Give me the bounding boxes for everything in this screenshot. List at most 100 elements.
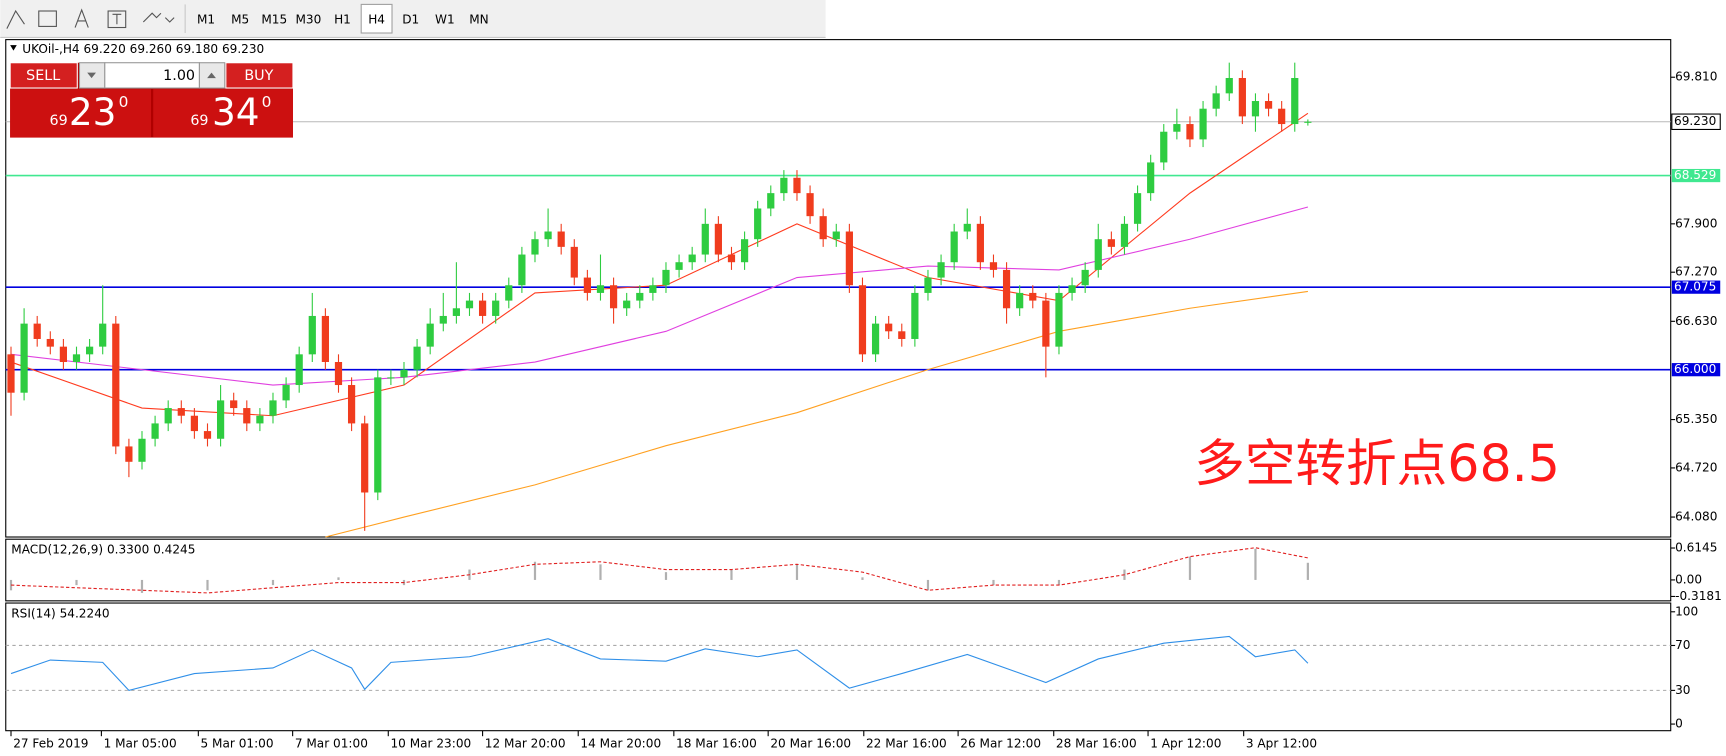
candle-body — [256, 415, 264, 424]
candle-body — [570, 246, 578, 278]
buy-price-prefix: 69 — [190, 113, 208, 129]
buy-price-big: 34 — [212, 90, 260, 134]
x-tick-label: 3 Apr 12:00 — [1246, 736, 1317, 750]
timeframe-button[interactable]: M1 — [197, 12, 215, 26]
candle-body — [832, 231, 840, 240]
active-timeframe[interactable] — [360, 3, 393, 34]
sell-price-box[interactable] — [10, 89, 152, 138]
candle-body — [321, 315, 329, 363]
candle-body — [544, 231, 552, 240]
candle-body — [1068, 285, 1076, 293]
candle-body — [596, 285, 605, 293]
macd-bar — [9, 579, 13, 591]
candle-body — [871, 323, 880, 355]
y-tick-label: -0.3181 — [1675, 589, 1722, 603]
macd-bar — [533, 561, 537, 580]
candle-body — [1133, 193, 1142, 224]
candle-body — [138, 438, 146, 462]
panel-frame — [5, 39, 1672, 538]
moving-average — [10, 206, 1309, 386]
timeframe-button[interactable]: M30 — [295, 12, 321, 26]
candle-body — [33, 323, 41, 339]
candle-body — [295, 354, 303, 386]
candle-body — [727, 254, 736, 263]
candle-body — [1081, 269, 1089, 286]
current-price-label: 69.230 — [1674, 114, 1716, 128]
x-tick-label: 12 Mar 20:00 — [485, 736, 566, 750]
candle-body — [452, 308, 460, 316]
candle-body — [1225, 77, 1233, 94]
candle-body — [976, 223, 984, 263]
candle-body — [557, 231, 565, 247]
lot-value[interactable]: 1.00 — [163, 68, 195, 84]
level-tag — [1671, 280, 1721, 294]
candle-body — [243, 408, 251, 424]
macd-bar — [1188, 556, 1192, 580]
lot-field[interactable] — [104, 62, 200, 89]
candle-body — [177, 408, 185, 416]
sell-label[interactable]: SELL — [26, 68, 60, 84]
icon-label-t — [112, 13, 122, 25]
candle-body — [609, 285, 618, 309]
buy-label[interactable]: BUY — [244, 68, 273, 84]
moving-average — [325, 290, 1308, 538]
indicator-title: MACD(12,26,9) 0.3300 0.4245 — [11, 543, 195, 557]
candle-body — [583, 277, 591, 293]
candle-body — [898, 331, 906, 339]
macd-bar — [1254, 548, 1257, 580]
x-tick-label: 28 Mar 16:00 — [1056, 736, 1137, 750]
candle-body — [858, 285, 867, 355]
candle-body — [164, 408, 172, 424]
candle-body — [1094, 239, 1102, 270]
timeframe-button[interactable]: MN — [469, 12, 488, 26]
buy-price-sup: 0 — [262, 93, 272, 111]
icon-chart[interactable] — [6, 9, 25, 29]
buy-price-box[interactable] — [153, 89, 293, 138]
sell-price-prefix: 69 — [49, 113, 67, 129]
macd-bar — [206, 579, 209, 591]
candle-body — [413, 346, 421, 370]
x-tick-label: 22 Mar 16:00 — [866, 736, 947, 750]
candle-body — [950, 231, 958, 263]
candle-body — [1016, 292, 1024, 309]
candle-body — [1002, 269, 1011, 309]
timeframe-button[interactable]: H4 — [368, 12, 385, 26]
arrow-down — [87, 72, 96, 79]
level-tag — [1671, 363, 1721, 377]
candle-body — [1107, 239, 1115, 247]
timeframe-button[interactable]: W1 — [435, 12, 455, 26]
timeframe-button[interactable]: M15 — [261, 12, 287, 26]
icon-text[interactable] — [74, 8, 89, 28]
timeframe-button[interactable]: D1 — [402, 12, 419, 26]
x-tick-label: 14 Mar 20:00 — [580, 736, 661, 750]
candle-body — [334, 362, 343, 386]
x-tick-label: 1 Mar 05:00 — [104, 736, 177, 750]
icon-shapes[interactable] — [142, 12, 175, 23]
sell-button[interactable] — [9, 62, 78, 89]
level-tag — [1671, 168, 1721, 183]
candle-body — [924, 277, 932, 293]
candle-body — [937, 262, 945, 278]
buy-button[interactable] — [225, 62, 294, 89]
candle-body — [767, 193, 775, 209]
y-tick-label: 70 — [1675, 638, 1690, 652]
candle-body — [1212, 93, 1220, 109]
candle-body — [1264, 101, 1273, 109]
toolbar — [0, 0, 826, 38]
timeframe-button[interactable]: H1 — [334, 12, 351, 26]
candle-body — [1029, 292, 1037, 301]
candle-body — [1199, 108, 1207, 140]
icon-grid[interactable] — [38, 10, 57, 27]
icon-label[interactable] — [107, 10, 127, 29]
x-tick-label: 26 Mar 12:00 — [960, 736, 1041, 750]
macd-signal — [11, 547, 1309, 594]
annotation: 多空转折点68.5 — [1194, 434, 1560, 493]
candle-body — [505, 285, 513, 301]
candle-body — [269, 400, 277, 416]
tool-icons — [6, 8, 175, 29]
timeframe-button[interactable]: M5 — [231, 12, 249, 26]
x-tick-label: 20 Mar 16:00 — [770, 736, 851, 750]
y-tick-label: 0.6145 — [1675, 541, 1717, 555]
candle-body — [675, 262, 683, 270]
